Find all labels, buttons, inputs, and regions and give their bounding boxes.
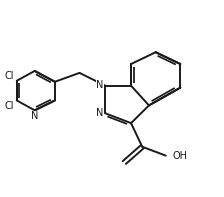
Text: N: N bbox=[96, 108, 103, 118]
Text: N: N bbox=[96, 80, 103, 90]
Text: N: N bbox=[31, 111, 38, 121]
Text: OH: OH bbox=[173, 151, 188, 161]
Text: Cl: Cl bbox=[5, 101, 14, 111]
Text: Cl: Cl bbox=[5, 71, 14, 81]
